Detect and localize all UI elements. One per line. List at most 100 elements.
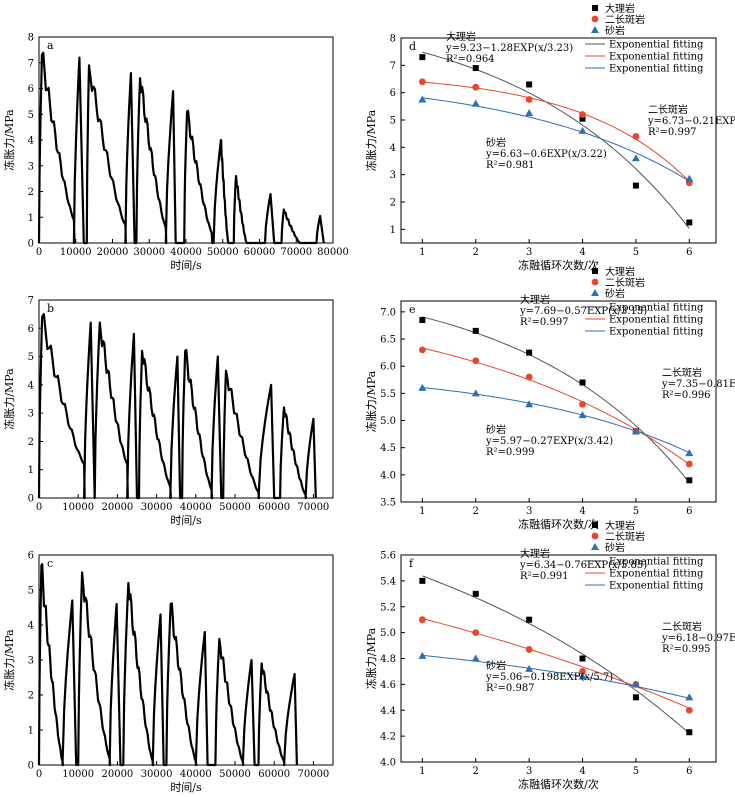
y-tick-label: 5 <box>28 586 34 597</box>
annotation-equation: y=6.63−0.6EXP(x/3.22) <box>485 149 607 160</box>
annotation-equation: y=7.69−0.57EXP(x/3.15) <box>519 306 647 317</box>
data-point <box>632 182 639 189</box>
annotation-name: 大理岩 <box>520 293 550 306</box>
annotation-r2: R²=0.997 <box>520 317 569 328</box>
y-axis-label: 冻胀力/MPa <box>2 109 16 171</box>
y-tick-label: 1 <box>390 225 396 236</box>
y-tick-label: 2 <box>390 198 396 209</box>
y-tick-label: 0 <box>28 239 34 250</box>
legend-label: 砂岩 <box>605 24 625 37</box>
data-point <box>472 65 479 72</box>
x-tick-label: 2 <box>473 247 479 258</box>
x-tick-label: 5 <box>633 766 639 777</box>
panel-e: 1 2 3 4 5 6 3.5 4.0 4.5 5.0 5.5 6.0 6.5 7.0 冻融循环次数/次 冻胀… <box>364 265 735 531</box>
legend-label: 大理岩 <box>605 2 635 15</box>
legend-marker <box>591 289 599 296</box>
plot-frame <box>38 299 334 499</box>
y-tick-label: 3 <box>28 161 34 172</box>
fit-curve-0 <box>422 316 690 483</box>
fit-curve-2 <box>422 97 690 182</box>
data-point <box>471 99 480 107</box>
pressure-series-line <box>37 51 325 245</box>
x-tick-label: 60000 <box>244 247 276 258</box>
panel-label: e <box>409 303 416 316</box>
x-tick-label: 6 <box>686 766 692 777</box>
annotation-r2: R²=0.981 <box>486 160 535 171</box>
data-point <box>472 357 480 365</box>
data-point <box>472 83 480 91</box>
x-axis-label: 冻融循环次数/次 <box>518 777 599 791</box>
x-tick-label: 1 <box>419 766 425 777</box>
data-point <box>685 174 694 182</box>
annotation-r2: R²=0.997 <box>648 127 697 138</box>
y-tick-label: 4.6 <box>380 680 396 691</box>
y-tick-label: 4 <box>28 621 34 632</box>
x-tick-label: 0 <box>36 769 42 780</box>
x-tick-label: 20000 <box>101 502 133 513</box>
y-tick-label: 5.5 <box>380 389 396 400</box>
y-tick-label: 0 <box>28 494 34 505</box>
data-point <box>525 664 534 672</box>
legend-marker <box>592 5 598 11</box>
y-tick-label: 3.5 <box>380 498 396 509</box>
y-tick-label: 4.4 <box>380 706 396 717</box>
fit-curve-1 <box>422 618 690 709</box>
panel-label: d <box>409 40 416 53</box>
x-tick-label: 70000 <box>297 502 329 513</box>
data-point <box>579 668 586 675</box>
x-tick-label: 2 <box>473 506 479 517</box>
y-tick-label: 3 <box>28 409 34 420</box>
data-point <box>631 680 640 688</box>
annotation-name: 大理岩 <box>520 547 550 560</box>
data-point <box>471 389 480 397</box>
legend-fit-label: Exponential fitting <box>609 52 704 63</box>
x-tick-label: 80000 <box>317 247 349 258</box>
x-tick-label: 10000 <box>62 502 94 513</box>
x-tick-label: 0 <box>36 247 42 258</box>
annotation-r2: R²=0.999 <box>486 447 535 458</box>
x-tick-label: 10000 <box>60 247 92 258</box>
legend-fit-label: Exponential fitting <box>609 569 704 580</box>
y-tick-label: 6.5 <box>380 335 396 346</box>
x-tick-label: 1 <box>419 247 425 258</box>
data-point <box>526 349 533 356</box>
x-tick-label: 60000 <box>258 502 290 513</box>
data-point <box>579 655 586 662</box>
y-tick-label: 5 <box>28 110 34 121</box>
legend-marker <box>591 543 599 550</box>
data-point <box>525 373 533 381</box>
data-point <box>631 427 640 435</box>
data-point <box>419 54 426 61</box>
x-tick-label: 40000 <box>170 247 202 258</box>
fit-curve-0 <box>422 575 690 734</box>
y-tick-label: 5.4 <box>380 576 396 587</box>
legend-label: 砂岩 <box>605 287 625 300</box>
plot-frame <box>400 300 717 503</box>
fit-curve-1 <box>422 81 690 182</box>
panel-label: f <box>409 557 414 570</box>
fit-curve-0 <box>422 51 690 229</box>
data-point <box>578 126 587 134</box>
data-point <box>686 477 693 484</box>
annotation-r2: R²=0.995 <box>662 644 711 655</box>
y-axis-label: 冻胀力/MPa <box>2 629 16 691</box>
data-point <box>472 629 480 637</box>
x-tick-label: 10000 <box>62 769 94 780</box>
y-tick-label: 2 <box>28 691 34 702</box>
panel-f: 1 2 3 4 5 6 4.0 4.2 4.4 4.6 4.8 5.0 5.2 5.4 5.6 冻融循环次数/… <box>364 519 735 791</box>
y-tick-label: 5.2 <box>380 602 396 613</box>
y-tick-label: 6 <box>28 324 34 335</box>
y-tick-label: 5 <box>28 352 34 363</box>
y-tick-label: 5.0 <box>380 416 396 427</box>
plot-frame <box>400 37 717 244</box>
x-tick-label: 30000 <box>141 502 173 513</box>
fit-curve-2 <box>422 387 690 454</box>
pressure-series-line <box>37 563 298 767</box>
x-tick-label: 30000 <box>133 247 165 258</box>
legend-label: 二长斑岩 <box>605 276 645 289</box>
annotation-name: 砂岩 <box>486 423 506 436</box>
x-tick-label: 5 <box>633 247 639 258</box>
data-point <box>472 590 479 597</box>
annotation-name: 二长斑岩 <box>662 366 702 379</box>
x-tick-label: 0 <box>36 502 42 513</box>
